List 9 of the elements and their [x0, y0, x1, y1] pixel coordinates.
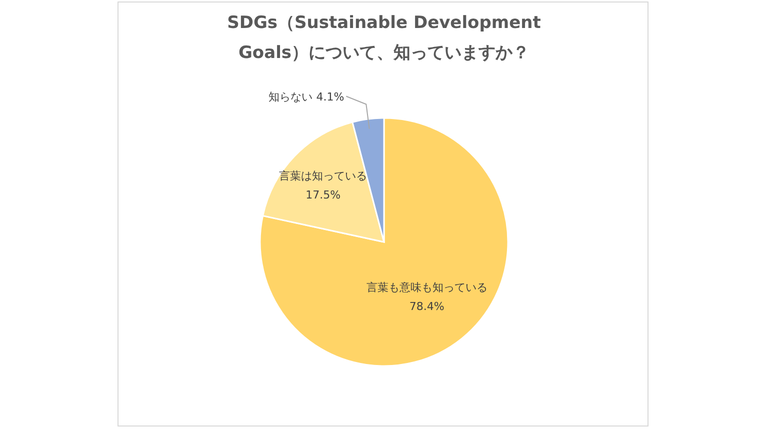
- slice-label: 言葉も意味も知っている: [366, 281, 488, 294]
- chart-title: SDGs（Sustainable Development Goals）について、知っていますか？: [226, 12, 542, 65]
- data-label: 78.4%: [409, 300, 444, 314]
- data-label: 17.5%: [306, 188, 341, 202]
- slice-label: 言葉は知っている: [279, 170, 368, 183]
- pie-slice: [259, 117, 509, 367]
- data-label: 4.1%: [316, 90, 344, 104]
- slice-label: 知らない: [268, 90, 313, 104]
- pie-slice: [262, 121, 385, 243]
